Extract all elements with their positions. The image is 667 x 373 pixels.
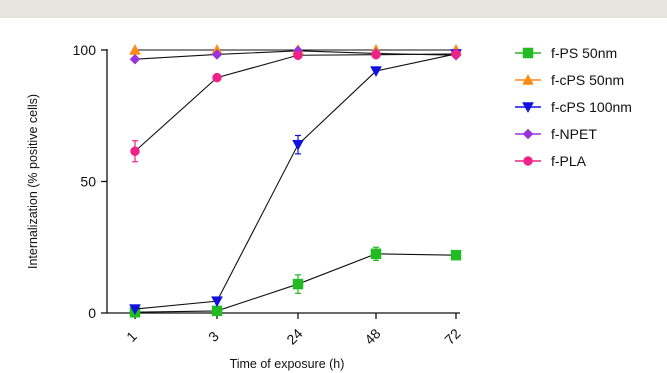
y-axis-title: Internalization (% positive cells) — [26, 94, 40, 269]
legend-marker — [522, 102, 534, 114]
legend-item: f-PLA — [515, 153, 587, 169]
legend-item: f-cPS 100nm — [515, 99, 632, 115]
data-point — [450, 249, 462, 261]
legend-marker — [522, 73, 534, 85]
x-tick-label: 72 — [441, 325, 463, 347]
data-point — [211, 49, 223, 60]
legend-item: f-PS 50nm — [515, 45, 617, 61]
data-point — [292, 278, 304, 290]
series-line — [134, 53, 457, 152]
data-point — [211, 296, 223, 308]
data-point — [130, 146, 140, 157]
legend-marker — [522, 47, 534, 59]
legend-marker — [523, 156, 533, 166]
data-point — [129, 53, 141, 65]
axes — [106, 49, 460, 314]
data-point — [451, 49, 461, 59]
data-point — [371, 49, 381, 60]
series-layer — [129, 43, 462, 318]
x-axis-title: Time of exposure (h) — [230, 357, 345, 371]
legend-item: f-NPET — [515, 126, 597, 142]
legend-label: f-cPS 100nm — [551, 99, 632, 115]
y-tick-label: 100 — [73, 42, 97, 58]
data-point — [211, 305, 223, 317]
legend-label: f-NPET — [551, 126, 597, 142]
data-point — [370, 66, 382, 78]
x-tick-label: 1 — [123, 328, 140, 345]
series-f-PS-50nm — [129, 246, 462, 318]
series-f-PLA — [130, 49, 461, 163]
data-point — [293, 50, 303, 61]
x-ticks: 1 3 24 48 72 — [123, 313, 464, 348]
y-ticks: 0 50 100 — [73, 42, 107, 321]
y-tick-label: 50 — [80, 174, 96, 190]
legend-label: f-cPS 50nm — [551, 72, 624, 88]
data-point — [370, 248, 382, 260]
series-line — [134, 53, 457, 310]
data-point — [129, 304, 141, 316]
legend-item: f-cPS 50nm — [515, 72, 624, 88]
legend-label: f-PS 50nm — [551, 45, 617, 61]
data-point — [212, 72, 222, 83]
x-tick-label: 24 — [283, 325, 305, 347]
x-tick-label: 48 — [361, 325, 383, 347]
legend: f-PS 50nm f-cPS 50nm f-cPS 100nm f-NPET f-PL… — [515, 45, 632, 169]
top-band — [0, 0, 667, 18]
y-tick-label: 0 — [88, 305, 96, 321]
legend-label: f-PLA — [551, 153, 587, 169]
x-tick-label: 3 — [205, 328, 222, 345]
legend-marker — [522, 128, 534, 140]
data-point — [292, 139, 304, 151]
